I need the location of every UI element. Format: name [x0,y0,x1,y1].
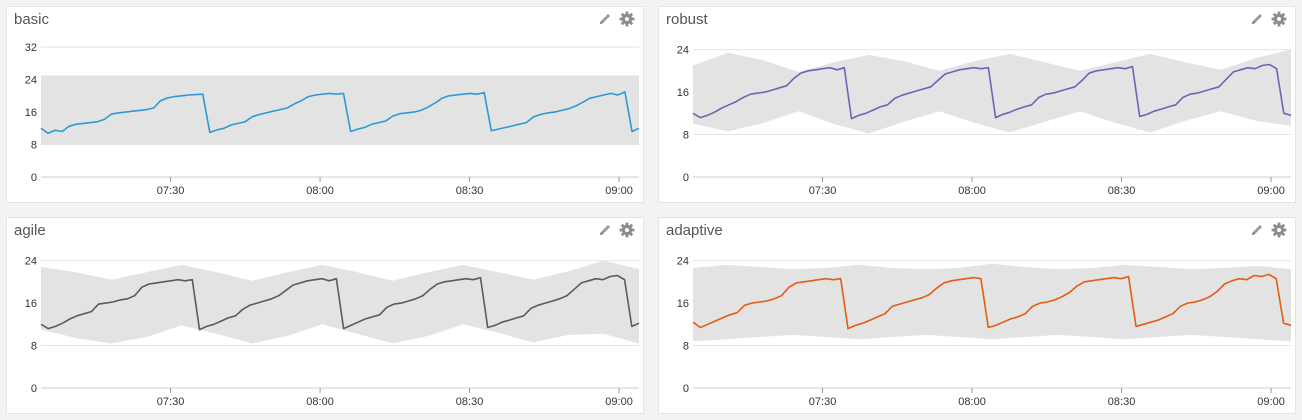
series-line [40,90,640,134]
pencil-icon[interactable] [597,11,615,29]
gear-icon[interactable] [1271,11,1289,29]
panel-header: adaptive [659,218,1295,244]
x-tick-label: 08:30 [1108,396,1136,408]
x-tick-label: 07:30 [809,185,837,197]
panel-tools [593,11,637,29]
y-tick-label: 32 [25,42,37,54]
y-tick-label: 8 [31,341,37,353]
x-tick-label: 07:30 [157,185,185,197]
series-line [692,63,1292,120]
panel-header: robust [659,7,1295,33]
gear-icon[interactable] [619,222,637,240]
x-tick-label: 08:30 [1108,185,1136,197]
panel-title: basic [14,11,50,28]
gear-icon[interactable] [1271,222,1289,240]
gear-icon[interactable] [619,11,637,29]
panel-title: adaptive [666,222,723,239]
x-tick-label: 09:00 [1257,185,1285,197]
x-tick-label: 08:30 [456,185,484,197]
chart-plot: 0 8 16 24 07:30 08:00 08:30 09:00 [677,256,1292,408]
panel-tools [593,222,637,240]
series-line [40,274,640,331]
chart-panel-robust: robust 0 8 16 24 07:30 08:00 08:30 09:00 [658,6,1296,203]
pencil-icon[interactable] [1249,11,1267,29]
x-tick-label: 07:30 [157,396,185,408]
chart-panel-adaptive: adaptive 0 8 16 24 07:30 08:00 08:30 09:00 [658,217,1296,414]
panel-tools [1245,11,1289,29]
y-tick-label: 0 [683,383,689,395]
chart-plot: 0 8 16 24 32 07:30 08:00 08:30 09:00 [25,42,640,197]
x-tick-label: 09:00 [1257,396,1285,408]
y-tick-label: 16 [677,298,689,310]
x-tick-label: 09:00 [605,185,633,197]
y-tick-label: 0 [683,172,689,184]
y-tick-label: 0 [31,172,37,184]
panel-title: robust [666,11,708,28]
chart-plot: 0 8 16 24 07:30 08:00 08:30 09:00 [25,256,640,408]
chart-panel-agile: agile 0 8 16 24 07:30 08:00 08:30 09:00 [6,217,644,414]
series-line [692,273,1292,330]
x-tick-label: 08:30 [456,396,484,408]
y-tick-label: 24 [677,45,689,57]
x-tick-label: 08:00 [306,185,334,197]
panel-tools [1245,222,1289,240]
y-tick-label: 0 [31,383,37,395]
x-tick-label: 08:00 [958,396,986,408]
y-tick-label: 16 [25,298,37,310]
x-tick-label: 08:00 [958,185,986,197]
pencil-icon[interactable] [1249,222,1267,240]
panel-header: basic [7,7,643,33]
x-tick-label: 08:00 [306,396,334,408]
panel-header: agile [7,218,643,244]
y-tick-label: 16 [677,87,689,99]
y-tick-label: 24 [25,256,37,268]
y-tick-label: 8 [683,130,689,142]
x-tick-label: 07:30 [809,396,837,408]
panel-title: agile [14,222,46,239]
y-tick-label: 16 [25,107,37,119]
y-tick-label: 24 [677,256,689,268]
chart-panel-basic: basic 0 8 16 24 32 07:30 08:00 08:30 09:00 [6,6,644,203]
pencil-icon[interactable] [597,222,615,240]
y-tick-label: 24 [25,75,37,87]
y-tick-label: 8 [683,341,689,353]
bounds-band [693,263,1291,342]
x-tick-label: 09:00 [605,396,633,408]
y-tick-label: 8 [31,140,37,152]
bounds-band [41,75,639,145]
chart-plot: 0 8 16 24 07:30 08:00 08:30 09:00 [677,45,1292,197]
